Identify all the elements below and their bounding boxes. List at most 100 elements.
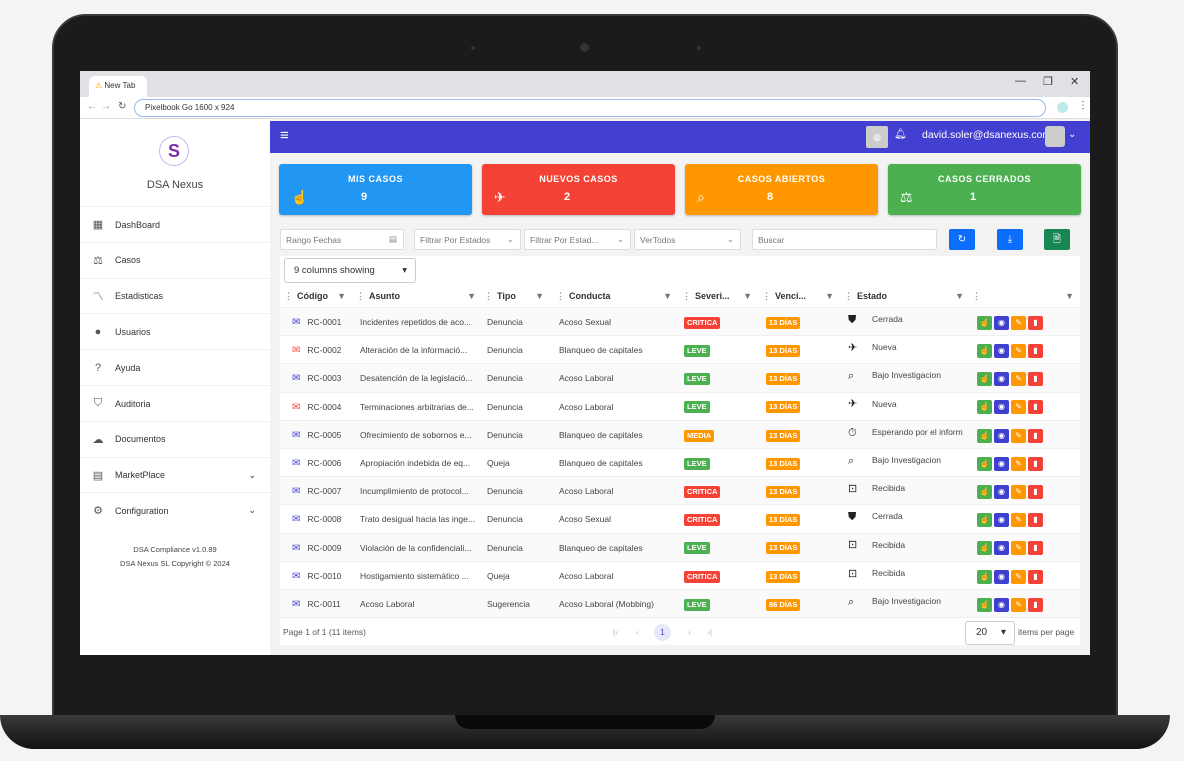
sidebar-item-configuration[interactable]: ⚙ Configuration ⌄ xyxy=(80,492,270,528)
filter-icon[interactable]: ▼ xyxy=(825,291,834,301)
filter-icon[interactable]: ▼ xyxy=(467,291,476,301)
column-header-tipo[interactable]: ⋮ Tipo ▼ xyxy=(484,286,548,306)
column-drag-handle-icon[interactable]: ⋮ xyxy=(356,290,365,301)
profile-icon[interactable] xyxy=(1057,102,1068,113)
delete-button[interactable]: ▮ xyxy=(1028,569,1043,584)
column-drag-handle-icon[interactable]: ⋮ xyxy=(762,290,771,301)
columns-showing-dropdown[interactable]: 9 columns showing ▾ xyxy=(284,258,416,283)
bell-icon[interactable]: 🔔︎ xyxy=(894,129,907,140)
calendar-icon[interactable]: ▤ xyxy=(388,234,397,244)
view-button[interactable]: ◉ xyxy=(994,400,1009,415)
stat-card-mis-casos[interactable]: MIS CASOS 9 ☝ xyxy=(279,164,472,215)
view-button[interactable]: ◉ xyxy=(994,372,1009,387)
delete-button[interactable]: ▮ xyxy=(1028,541,1043,556)
column-header-estado[interactable]: ⋮ Estado ▼ xyxy=(844,286,968,306)
filter-icon[interactable]: ▼ xyxy=(743,291,752,301)
edit-button[interactable]: ✎ xyxy=(1011,343,1026,358)
back-icon[interactable]: ← xyxy=(87,101,97,112)
maximize-icon[interactable]: ❐ xyxy=(1043,76,1053,88)
sidebar-item-casos[interactable]: ⚖ Casos xyxy=(80,241,270,278)
table-row[interactable]: ✉ RC-0010 Hostigamiento sistemático ... Que… xyxy=(280,560,1080,589)
column-drag-handle-icon[interactable]: ⋮ xyxy=(682,290,691,301)
view-button[interactable]: ◉ xyxy=(994,513,1009,528)
chevron-down-icon[interactable]: ⌄ xyxy=(248,505,256,516)
next-page-icon[interactable]: › xyxy=(688,627,691,637)
page-1-button[interactable]: 1 xyxy=(654,624,671,641)
estados-filter-2[interactable]: Filtrar Por Estad... ⌄ xyxy=(524,229,631,250)
column-drag-handle-icon[interactable]: ⋮ xyxy=(844,290,853,301)
view-button[interactable]: ◉ xyxy=(994,456,1009,471)
prev-page-icon[interactable]: ‹ xyxy=(636,627,639,637)
sidebar-item-auditoria[interactable]: ⛉ Auditoria xyxy=(80,385,270,421)
ver-filter[interactable]: VerTodos ⌄ xyxy=(634,229,741,250)
assign-button[interactable]: ☝ xyxy=(977,372,992,387)
language-globe-icon[interactable]: ◍ xyxy=(866,126,888,148)
column-header-conducta[interactable]: ⋮ Conducta ▼ xyxy=(556,286,676,306)
table-row[interactable]: ✉ RC-0009 Violación de la confidenciali...… xyxy=(280,532,1080,561)
edit-button[interactable]: ✎ xyxy=(1011,597,1026,612)
assign-button[interactable]: ☝ xyxy=(977,343,992,358)
refresh-button[interactable]: ↻ xyxy=(949,229,975,250)
assign-button[interactable]: ☝ xyxy=(977,428,992,443)
view-button[interactable]: ◉ xyxy=(994,569,1009,584)
stat-card-casos-cerrados[interactable]: CASOS CERRADOS 1 ⚖ xyxy=(888,164,1081,215)
sidebar-item-documentos[interactable]: ☁ Documentos xyxy=(80,420,270,457)
delete-button[interactable]: ▮ xyxy=(1028,513,1043,528)
edit-button[interactable]: ✎ xyxy=(1011,541,1026,556)
stat-card-casos-abiertos[interactable]: CASOS ABIERTOS 8 ⌕ xyxy=(685,164,878,215)
view-button[interactable]: ◉ xyxy=(994,484,1009,499)
avatar[interactable] xyxy=(1045,126,1065,147)
close-icon[interactable]: ✕ xyxy=(1070,76,1080,88)
column-drag-handle-icon[interactable]: ⋮ xyxy=(284,290,293,301)
edit-button[interactable]: ✎ xyxy=(1011,372,1026,387)
filter-icon[interactable]: ▼ xyxy=(1065,291,1074,301)
search-input[interactable] xyxy=(752,229,937,250)
delete-button[interactable]: ▮ xyxy=(1028,343,1043,358)
filter-icon[interactable]: ▼ xyxy=(535,291,544,301)
view-button[interactable]: ◉ xyxy=(994,597,1009,612)
column-drag-handle-icon[interactable]: ⋮ xyxy=(556,290,565,301)
hamburger-menu-icon[interactable]: ≡ xyxy=(280,127,289,144)
column-header-venci[interactable]: ⋮ Venci... ▼ xyxy=(762,286,838,306)
stat-card-nuevos-casos[interactable]: NUEVOS CASOS 2 ✈ xyxy=(482,164,675,215)
delete-button[interactable]: ▮ xyxy=(1028,400,1043,415)
delete-button[interactable]: ▮ xyxy=(1028,428,1043,443)
browser-tab[interactable]: ⚠ New Tab xyxy=(89,76,147,97)
delete-button[interactable]: ▮ xyxy=(1028,597,1043,612)
sidebar-item-usuarios[interactable]: ● Usuarios xyxy=(80,313,270,349)
assign-button[interactable]: ☝ xyxy=(977,484,992,499)
reload-icon[interactable]: ↻ xyxy=(118,101,127,112)
last-page-icon[interactable]: ›| xyxy=(707,627,713,637)
assign-button[interactable]: ☝ xyxy=(977,541,992,556)
assign-button[interactable]: ☝ xyxy=(977,597,992,612)
column-header-severi[interactable]: ⋮ Severi... ▼ xyxy=(682,286,756,306)
table-row[interactable]: ✉ RC-0001 Incidentes repetidos de aco... De… xyxy=(280,307,1080,336)
download-button[interactable]: ⤓ xyxy=(997,229,1023,250)
export-file-button[interactable]: 🗎︎ xyxy=(1044,229,1070,250)
estados-filter[interactable]: Filtrar Por Estados ⌄ xyxy=(414,229,521,250)
filter-icon[interactable]: ▼ xyxy=(337,291,346,301)
url-input[interactable]: Pixelbook Go 1600 x 924 xyxy=(134,99,1046,117)
delete-button[interactable]: ▮ xyxy=(1028,315,1043,330)
sidebar-item-dashboard[interactable]: ▦ DashBoard xyxy=(80,206,270,242)
assign-button[interactable]: ☝ xyxy=(977,456,992,471)
table-row[interactable]: ✉ RC-0011 Acoso Laboral Sugerencia Acoso Lab… xyxy=(280,589,1080,618)
sidebar-item-ayuda[interactable]: ? Ayuda xyxy=(80,349,270,385)
delete-button[interactable]: ▮ xyxy=(1028,372,1043,387)
delete-button[interactable]: ▮ xyxy=(1028,484,1043,499)
column-header-código[interactable]: ⋮ Código ▼ xyxy=(284,286,350,306)
user-email[interactable]: david.soler@dsanexus.com xyxy=(922,129,1052,141)
assign-button[interactable]: ☝ xyxy=(977,569,992,584)
view-button[interactable]: ◉ xyxy=(994,428,1009,443)
edit-button[interactable]: ✎ xyxy=(1011,400,1026,415)
table-row[interactable]: ✉ RC-0002 Alteración de la informació... De… xyxy=(280,335,1080,363)
sidebar-item-marketplace[interactable]: ▤ MarketPlace ⌄ xyxy=(80,456,270,493)
column-drag-handle-icon[interactable]: ⋮ xyxy=(484,290,493,301)
minimize-icon[interactable]: — xyxy=(1015,75,1026,87)
table-row[interactable]: ✉ RC-0005 Ofrecimiento de sobornos e... Den… xyxy=(280,419,1080,449)
assign-button[interactable]: ☝ xyxy=(977,315,992,330)
menu-dots-icon[interactable]: ⋮ xyxy=(1078,100,1088,111)
view-button[interactable]: ◉ xyxy=(994,343,1009,358)
sidebar-item-estadisticas[interactable]: 〽 Estadisticas xyxy=(80,277,270,314)
table-row[interactable]: ✉ RC-0008 Trato desigual hacia las inge...… xyxy=(280,504,1080,532)
